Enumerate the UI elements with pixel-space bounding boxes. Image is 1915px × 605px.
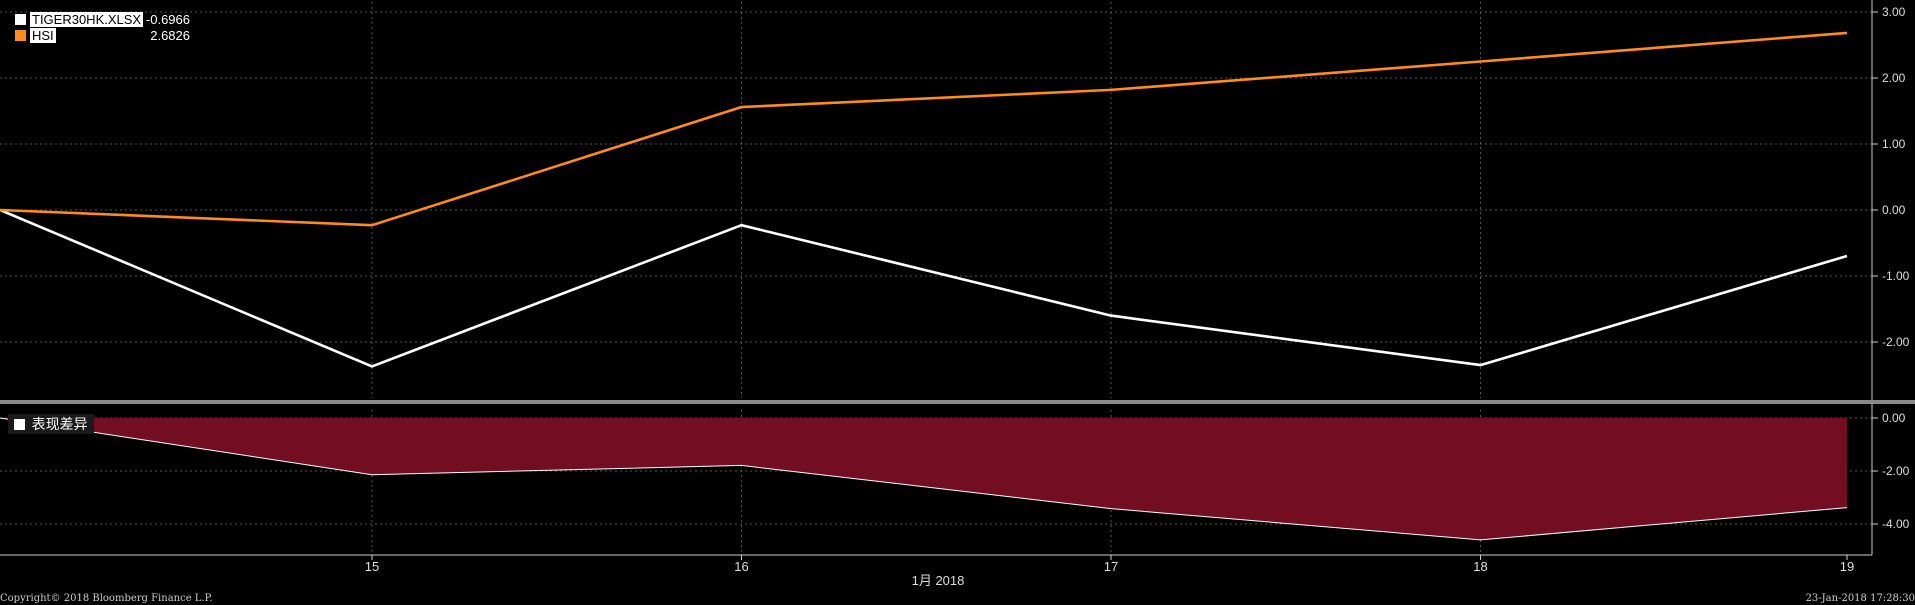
upper-ytick-label: 2.00 (1882, 71, 1906, 85)
legend-value-tiger30hk: -0.6966 (145, 12, 190, 27)
legend-label-performance-diff: 表现差异 (31, 416, 88, 432)
legend-label-hsi: HSI (30, 28, 56, 43)
upper-ytick-label: 0.00 (1882, 203, 1906, 217)
x-tick-label: 17 (1104, 559, 1118, 574)
tick-labels-layer: 3.00 2.00 1.00 0.00 -1.00 -2.00 0.00 -2.00 -4.00… (365, 5, 1910, 588)
x-tick-label: 18 (1473, 559, 1487, 574)
lower-legend: 表现差异 (8, 414, 94, 434)
legend-swatch-white-lower (14, 419, 25, 430)
upper-lines-layer (0, 31, 1848, 368)
timestamp-text: 23-Jan-2018 17:28:30 (1805, 593, 1915, 604)
hsi-line (0, 31, 1848, 227)
performance-diff-area (0, 418, 1847, 540)
x-tick-label: 15 (365, 559, 379, 574)
upper-legend: TIGER30HK.XLSX -0.6966 HSI 2.6826 (10, 10, 190, 44)
legend-item-performance-diff: 表现差异 (14, 417, 88, 433)
legend-label-tiger30hk: TIGER30HK.XLSX (30, 12, 144, 27)
upper-ytick-label: 1.00 (1882, 137, 1906, 151)
tiger30hk-line (0, 208, 1848, 368)
copyright-text: Copyright© 2018 Bloomberg Finance L.P. (0, 593, 213, 604)
performance-diff-line (0, 417, 1848, 541)
x-tick-label: 19 (1840, 559, 1854, 574)
axes-layer (0, 0, 1915, 560)
x-axis-label: 1月 2018 (912, 573, 965, 588)
upper-ytick-label: 3.00 (1882, 5, 1906, 19)
upper-grid (0, 2, 1872, 398)
legend-value-hsi: 2.6826 (150, 28, 190, 43)
lower-area-layer (0, 417, 1848, 541)
panel-separator (0, 400, 1915, 404)
legend-swatch-orange (15, 30, 26, 41)
upper-ytick-label: -1.00 (1882, 269, 1910, 283)
lower-ytick-label: -2.00 (1882, 464, 1910, 478)
x-tick-label: 16 (734, 559, 748, 574)
lower-ytick-label: 0.00 (1882, 411, 1906, 425)
upper-ytick-label: -2.00 (1882, 335, 1910, 349)
lower-ytick-label: -4.00 (1882, 517, 1910, 531)
legend-swatch-white (15, 14, 26, 25)
